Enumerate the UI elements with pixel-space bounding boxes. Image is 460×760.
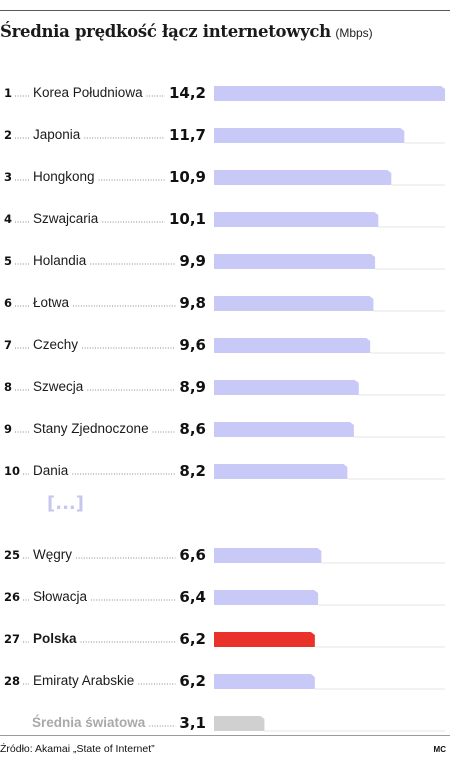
gap-marker: [...]: [47, 493, 84, 514]
bar: [214, 170, 392, 185]
country-label: Polska: [33, 631, 77, 646]
country-label: Dania: [33, 463, 69, 478]
bar: [214, 716, 265, 731]
chart-unit: (Mbps): [335, 26, 373, 40]
value-label: 3,1: [179, 714, 206, 732]
bar: [214, 548, 322, 563]
value-label: 11,7: [169, 126, 206, 144]
value-label: 8,6: [179, 420, 206, 438]
country-label: Japonia: [33, 127, 81, 142]
chart-title: Średnia prędkość łącz internetowych (Mbp…: [0, 22, 373, 42]
country-label: Korea Południowa: [33, 85, 143, 100]
bar: [214, 86, 445, 101]
value-label: 8,2: [179, 462, 206, 480]
bar: [214, 338, 371, 353]
rank-label: 28: [4, 674, 20, 688]
bar: [214, 464, 348, 479]
bar: [214, 674, 315, 689]
country-label: Węgry: [33, 547, 72, 562]
rank-label: 6: [4, 296, 12, 310]
rank-label: 8: [4, 380, 12, 394]
bar: [214, 128, 405, 143]
source-note: Źródło: Akamai „State of Internet”: [0, 743, 155, 755]
rank-label: 9: [4, 422, 12, 436]
country-label: Łotwa: [33, 295, 70, 310]
rank-label: 7: [4, 338, 12, 352]
country-label: Hongkong: [33, 169, 95, 184]
country-label: Stany Zjednoczone: [33, 421, 149, 436]
bar: [214, 632, 315, 647]
value-label: 6,2: [179, 630, 206, 648]
author-credit: MC: [433, 745, 446, 754]
country-label: Szwajcaria: [33, 211, 99, 226]
value-label: 9,9: [179, 252, 206, 270]
bar: [214, 254, 376, 269]
value-label: 6,6: [179, 546, 206, 564]
rank-label: 27: [4, 632, 20, 646]
value-label: 6,4: [179, 588, 206, 606]
bar: [214, 422, 354, 437]
chart-title-text: Średnia prędkość łącz internetowych: [0, 22, 331, 41]
value-label: 10,1: [169, 210, 206, 228]
value-label: 10,9: [169, 168, 206, 186]
rank-label: 26: [4, 590, 20, 604]
rank-label: 2: [4, 128, 12, 142]
country-label: Szwecja: [33, 379, 84, 394]
rank-label: 5: [4, 254, 12, 268]
value-label: 14,2: [169, 84, 206, 102]
country-label: Słowacja: [33, 589, 88, 604]
value-label: 9,6: [179, 336, 206, 354]
bottom-rule: [0, 735, 450, 736]
country-label: Holandia: [33, 253, 87, 268]
top-rule: [0, 10, 450, 11]
value-label: 8,9: [179, 378, 206, 396]
bar: [214, 212, 379, 227]
rank-label: 3: [4, 170, 12, 184]
value-label: 6,2: [179, 672, 206, 690]
rank-label: 25: [4, 548, 20, 562]
bar: [214, 380, 359, 395]
value-label: 9,8: [179, 294, 206, 312]
bar: [214, 296, 374, 311]
rank-label: 4: [4, 212, 12, 226]
rank-label: 1: [4, 86, 12, 100]
country-label: Średnia światowa: [32, 715, 146, 730]
country-label: Czechy: [33, 337, 78, 352]
country-label: Emiraty Arabskie: [33, 673, 134, 688]
bar: [214, 590, 319, 605]
rank-label: 10: [4, 464, 20, 478]
